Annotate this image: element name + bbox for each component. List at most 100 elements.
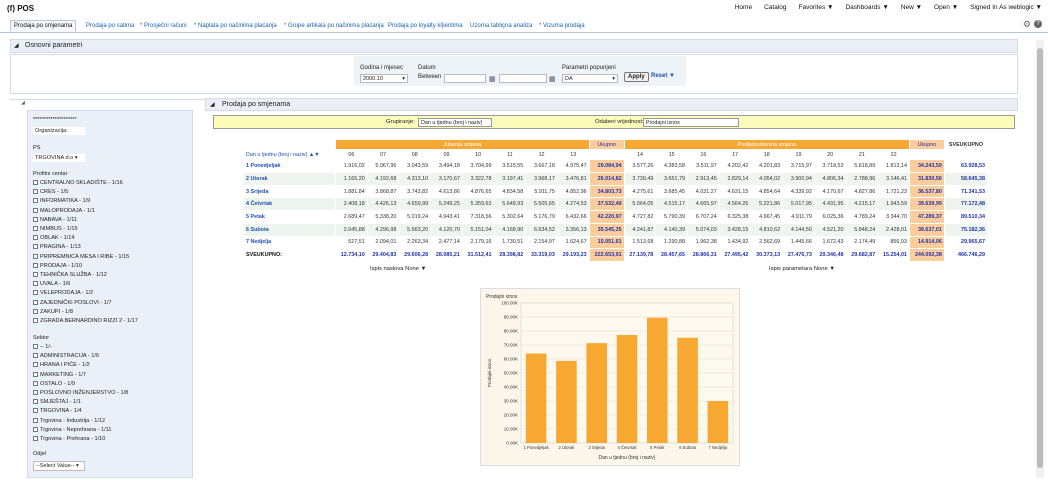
nav-signed-in[interactable]: Signed In As weblogic ▼ — [970, 4, 1042, 11]
checkbox-item[interactable]: MALOPRODAJA - 1/1 — [33, 207, 95, 214]
tab-grupe-artikala[interactable]: * Grupe artikala po načinima plaćanja — [284, 23, 384, 29]
print-titles-value[interactable]: None ▼ — [405, 266, 427, 272]
nav-favorites[interactable]: Favorites ▼ — [798, 4, 834, 11]
print-params-link[interactable]: Ispis parametara None ▼ — [769, 266, 835, 272]
gear-icon[interactable]: ⚙ — [1022, 19, 1031, 29]
apply-button[interactable]: Apply — [624, 72, 649, 82]
checkbox-item[interactable]: NIMBUS - 1/15 — [33, 226, 78, 232]
checkbox[interactable] — [33, 189, 38, 195]
params-section-header[interactable]: ◢ Osnovni parametri — [10, 39, 1018, 53]
checkbox[interactable] — [33, 417, 38, 423]
checkbox[interactable] — [33, 235, 38, 241]
row-label[interactable]: 6 Subota — [243, 222, 336, 237]
odjel-select[interactable]: --Select Value-- ▾ — [33, 461, 85, 471]
checkbox-item[interactable]: ZGRADA BERNARDINO RIZZI 2 - 1/17 — [33, 318, 138, 324]
date-to-input[interactable] — [499, 74, 547, 83]
tab-tablicna-analiza[interactable]: Uzorna tabliçna analiza — [470, 23, 533, 29]
report-header[interactable]: ◢ Prodaja po smjenama — [205, 98, 1018, 111]
calendar-icon[interactable]: ▦ — [489, 76, 496, 83]
checkbox-item[interactable]: ZAJEDNIČKI POSLOVI - 1/7 — [33, 299, 112, 306]
collapse-icon[interactable]: ◢ — [21, 100, 25, 106]
row-label[interactable]: 3 Srijeda — [243, 184, 336, 199]
collapse-icon[interactable]: ◢ — [14, 43, 19, 49]
checkbox[interactable] — [33, 426, 38, 432]
checkbox[interactable] — [33, 272, 38, 277]
tab-prodaja-po-satima[interactable]: Prodaja po satima — [86, 23, 135, 29]
nav-catalog[interactable]: Catalog — [764, 4, 787, 11]
checkbox[interactable] — [33, 308, 38, 314]
tab-prosjecni-racuni[interactable]: * Prosječni računi — [140, 23, 187, 29]
scrollbar-thumb[interactable] — [1037, 48, 1043, 468]
checkbox-item[interactable]: OSTALO - 1/9 — [33, 380, 75, 387]
checkbox-item[interactable]: PRODAJA - 1/10 — [33, 262, 82, 269]
year-select[interactable]: 2000.10 ▾ — [360, 74, 408, 83]
calendar-icon[interactable]: ▦ — [549, 76, 556, 83]
checkbox[interactable] — [33, 299, 38, 305]
checkbox[interactable] — [33, 226, 38, 231]
tab-prodaja-po-smjenama[interactable]: Prodaja po smjenama — [10, 20, 77, 32]
group-select[interactable]: Dan u tjednu (broj i naziv) — [418, 118, 492, 127]
filled-select[interactable]: DA ▾ — [562, 74, 618, 83]
checkbox-item[interactable]: TRGOVINA - 1/4 — [33, 408, 82, 414]
nav-new[interactable]: New ▼ — [900, 4, 923, 11]
checkbox-item[interactable]: -- 1/- — [33, 344, 52, 350]
checkbox-item[interactable]: MARKETING - 1/7 — [33, 371, 86, 378]
checkbox[interactable] — [33, 436, 38, 441]
checkbox[interactable] — [33, 262, 38, 268]
checkbox-item[interactable]: ZAKUPI - 1/8 — [33, 308, 73, 315]
checkbox-item[interactable]: SMJEŠTAJ - 1/1 — [33, 399, 81, 405]
collapse-icon[interactable]: ◢ — [210, 102, 215, 108]
checkbox[interactable] — [33, 290, 38, 296]
checkbox[interactable] — [33, 362, 38, 368]
nav-open[interactable]: Open ▼ — [934, 4, 959, 11]
checkbox[interactable] — [33, 253, 38, 259]
checkbox-item[interactable]: Trgovina - Industrija - 1/12 — [33, 417, 105, 424]
checkbox[interactable] — [33, 408, 38, 414]
print-params-value[interactable]: None ▼ — [813, 266, 836, 272]
nav-dashboards[interactable]: Dashboards ▼ — [845, 4, 889, 11]
tab-vizuma-prodaja[interactable]: * Vizuma prodaja — [539, 23, 585, 29]
checkbox[interactable] — [33, 216, 38, 222]
row-label[interactable]: 1 Ponedjeljak — [243, 159, 336, 174]
checkbox-item[interactable]: ADMINISTRACIJA - 1/6 — [33, 353, 99, 359]
checkbox-item[interactable]: NABAVA - 1/11 — [33, 216, 77, 223]
row-label[interactable]: 4 Četvrtak — [243, 197, 336, 212]
help-icon[interactable]: ? — [1034, 20, 1042, 28]
checkbox-item[interactable]: CRES - 1/5 — [33, 189, 68, 195]
checkbox[interactable] — [33, 344, 38, 349]
checkbox[interactable] — [33, 390, 38, 395]
checkbox[interactable] — [33, 207, 38, 213]
row-label[interactable]: 2 Utorak — [243, 172, 336, 186]
checkbox[interactable] — [33, 353, 38, 359]
checkbox-item[interactable]: POSLOVNO INŽENJERSTVO - 1/8 — [33, 390, 128, 396]
nav-home[interactable]: Home — [734, 4, 753, 11]
checkbox[interactable] — [33, 399, 38, 405]
row-label[interactable]: 5 Petak — [243, 210, 336, 224]
checkbox-item[interactable]: PRIPREMNICA MESA I RIBE - 1/15 — [33, 253, 129, 260]
ps-select[interactable]: TRGOVINA d.o ▾ — [33, 154, 85, 162]
date-from-input[interactable] — [444, 74, 486, 83]
tab-naplata[interactable]: * Naplata po načinima plaćanja — [194, 23, 277, 29]
checkbox[interactable] — [33, 281, 38, 287]
checkbox-item[interactable]: UVALA - 1/6 — [33, 281, 70, 287]
checkbox-item[interactable]: Trgovina - Prehrana - 1/10 — [33, 436, 105, 442]
checkbox-item[interactable]: PRAGINA - 1/13 — [33, 244, 81, 250]
checkbox-item[interactable]: HRANA I PIĆE - 1/2 — [33, 362, 90, 368]
checkbox[interactable] — [33, 371, 38, 377]
checkbox-item[interactable]: TEHNIČKA SLUŽBA - 1/12 — [33, 272, 107, 278]
value-select[interactable]: Prodajni iznos — [643, 118, 739, 127]
checkbox[interactable] — [33, 380, 38, 386]
checkbox-item[interactable]: INFORMATIKA - 1/9 — [33, 198, 90, 204]
checkbox[interactable] — [33, 244, 38, 250]
row-label[interactable]: 7 Nedjelja — [243, 235, 336, 250]
tab-loyalty[interactable]: Prodaja po loyalty kl|ientima — [388, 23, 463, 29]
checkbox-item[interactable]: OBLAK - 1/14 — [33, 235, 75, 241]
checkbox[interactable] — [33, 180, 38, 185]
row-dimension-header[interactable]: Dan u tjednu (broj i naziv) ▲▼ — [243, 149, 336, 161]
checkbox[interactable] — [33, 318, 38, 323]
reset-button[interactable]: Reset ▼ — [651, 73, 675, 79]
print-titles-link[interactable]: Ispis naslova None ▼ — [370, 266, 426, 272]
checkbox-item[interactable]: CENTRALNO SKLADIŠTE - 1/16 — [33, 180, 123, 186]
checkbox-item[interactable]: VELEPRODAJA - 1/2 — [33, 290, 93, 296]
checkbox-item[interactable]: Trgovina - Neprehrana - 1/11 — [33, 426, 112, 433]
